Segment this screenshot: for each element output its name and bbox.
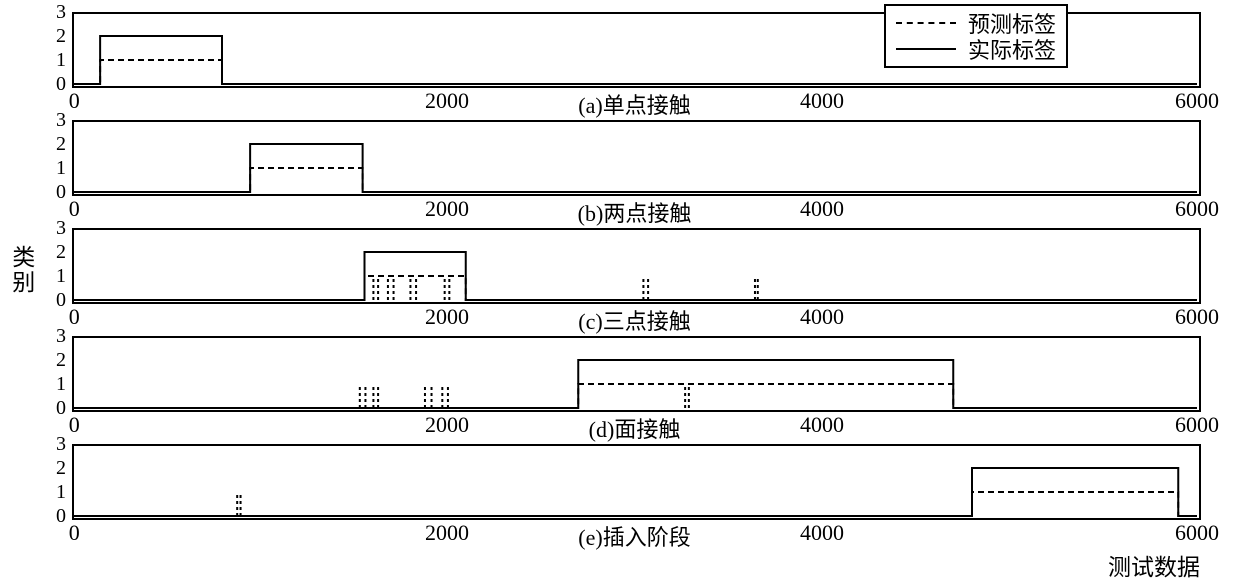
predicted-spike [237,492,240,516]
y-tick: 1 [56,266,66,286]
x-tick: 6000 [1175,196,1219,222]
y-ticks: 0123 [44,444,70,516]
panel-c: 01230200040006000(c)三点接触 [72,228,1197,300]
y-tick: 0 [56,506,66,526]
y-tick: 0 [56,182,66,202]
x-tick: 4000 [800,196,844,222]
series-svg [72,336,1197,408]
x-tick: 6000 [1175,412,1219,438]
x-tick: 6000 [1175,520,1219,546]
series-svg [72,228,1197,300]
x-ticks: 0200040006000(c)三点接触 [72,304,1197,328]
y-tick: 1 [56,158,66,178]
x-tick: 4000 [800,412,844,438]
x-tick: 2000 [425,520,469,546]
x-tick: 2000 [425,304,469,330]
panel-subtitle: (d)面接触 [589,412,681,444]
predicted-spike [643,276,648,300]
legend: 预测标签实际标签 [884,4,1068,68]
x-ticks: 0200040006000(a)单点接触 [72,88,1197,112]
x-tick: 2000 [425,412,469,438]
x-tick: 2000 [425,88,469,114]
x-tick: 2000 [425,196,469,222]
legend-row: 实际标签 [896,36,1056,62]
legend-line-dashed [896,22,956,24]
x-tick: 0 [69,412,80,438]
x-ticks: 0200040006000(e)插入阶段 [72,520,1197,544]
y-tick: 0 [56,290,66,310]
y-tick: 3 [56,2,66,22]
y-tick: 1 [56,482,66,502]
y-tick: 2 [56,458,66,478]
figure: 类别 01230200040006000(a)单点接触0123020004000… [0,0,1240,586]
predicted-spike [373,384,378,408]
y-tick: 1 [56,50,66,70]
y-tick: 0 [56,398,66,418]
x-ticks: 0200040006000(d)面接触 [72,412,1197,436]
panel-subtitle: (c)三点接触 [578,304,690,336]
x-tick: 0 [69,520,80,546]
x-tick: 6000 [1175,304,1219,330]
series-predicted [72,384,1197,408]
legend-label: 实际标签 [968,33,1056,65]
x-ticks: 0200040006000(b)两点接触 [72,196,1197,220]
y-tick: 3 [56,110,66,130]
series-actual [72,252,1197,300]
y-tick: 2 [56,242,66,262]
predicted-spike [410,276,416,300]
x-tick: 4000 [800,520,844,546]
x-tick: 0 [69,196,80,222]
panel-d: 01230200040006000(d)面接触 [72,336,1197,408]
y-ticks: 0123 [44,12,70,84]
y-tick: 1 [56,374,66,394]
predicted-spike [388,276,394,300]
y-tick: 2 [56,350,66,370]
y-ticks: 0123 [44,336,70,408]
predicted-spike [360,384,366,408]
y-tick: 2 [56,26,66,46]
x-tick: 4000 [800,304,844,330]
legend-line-solid [896,48,956,50]
y-ticks: 0123 [44,228,70,300]
panel-subtitle: (a)单点接触 [578,88,690,120]
panel-subtitle: (e)插入阶段 [578,520,690,552]
x-tick: 6000 [1175,88,1219,114]
series-svg [72,120,1197,192]
predicted-spike [425,384,432,408]
y-ticks: 0123 [44,120,70,192]
y-tick: 3 [56,218,66,238]
series-actual [72,360,1197,408]
predicted-spike [685,384,689,408]
series-predicted [72,168,1197,192]
x-tick: 0 [69,304,80,330]
y-tick: 3 [56,326,66,346]
series-predicted [72,276,1197,300]
x-tick: 4000 [800,88,844,114]
y-axis-label: 类别 [10,245,38,296]
predicted-spike [373,276,378,300]
series-actual [72,144,1197,192]
y-tick: 3 [56,434,66,454]
x-axis-label: 测试数据 [1108,548,1200,582]
panel-subtitle: (b)两点接触 [578,196,692,228]
panel-e: 01230200040006000(e)插入阶段 [72,444,1197,516]
predicted-spike [442,384,448,408]
panel-b: 01230200040006000(b)两点接触 [72,120,1197,192]
series-svg [72,444,1197,516]
predicted-spike [445,276,450,300]
x-tick: 0 [69,88,80,114]
predicted-spike [755,276,758,300]
y-tick: 0 [56,74,66,94]
y-tick: 2 [56,134,66,154]
